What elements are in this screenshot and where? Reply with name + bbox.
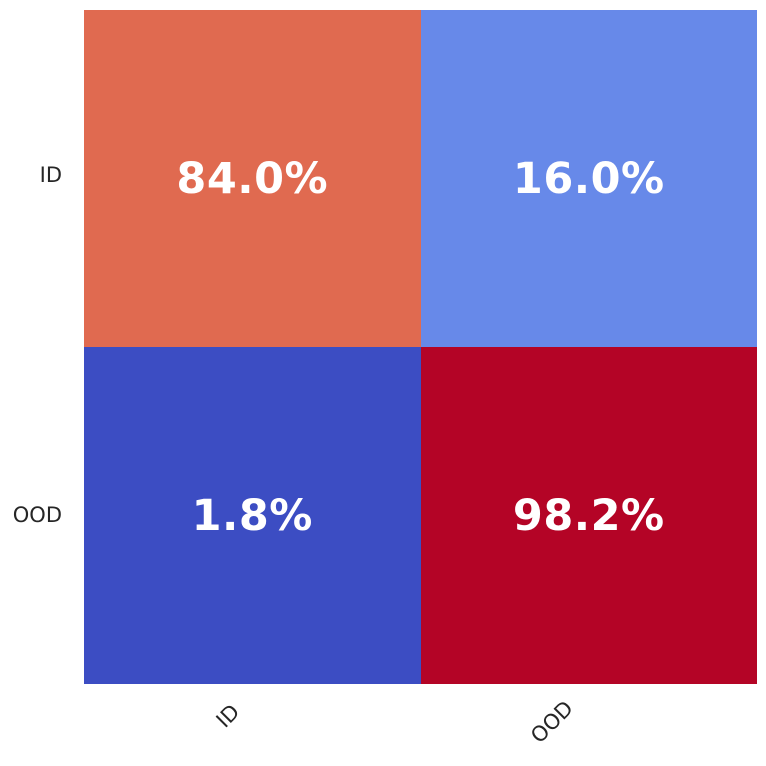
heatmap-cell-id-ood: 16.0% xyxy=(420,10,757,347)
x-axis-tick-label-id: ID xyxy=(211,699,245,733)
y-axis-tick-label-id: ID xyxy=(39,163,62,187)
heatmap-cell-id-id: 84.0% xyxy=(84,10,421,347)
cell-value-id-id: 84.0% xyxy=(176,153,329,204)
x-axis-tick-label-ood: OOD xyxy=(526,696,578,748)
heatmap-cell-ood-id: 1.8% xyxy=(84,347,421,684)
cell-value-ood-id: 1.8% xyxy=(191,490,313,541)
cell-value-ood-ood: 98.2% xyxy=(512,490,665,541)
y-axis-tick-label-ood: OOD xyxy=(12,503,62,527)
heatmap-grid: 84.0% 16.0% 1.8% 98.2% xyxy=(84,10,757,684)
cell-value-id-ood: 16.0% xyxy=(512,153,665,204)
heatmap-cell-ood-ood: 98.2% xyxy=(420,347,757,684)
